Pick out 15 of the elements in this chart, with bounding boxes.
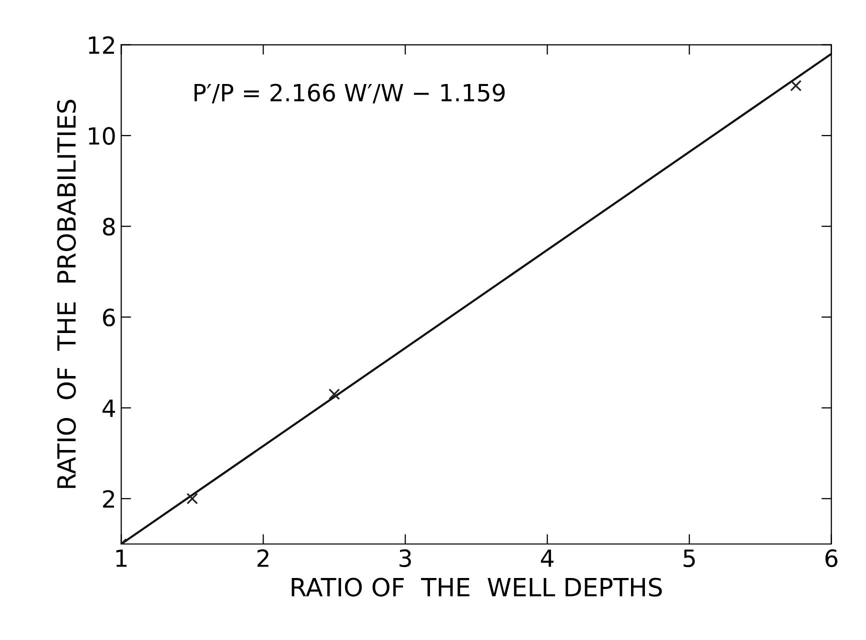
x-tick-label: 4	[540, 550, 554, 567]
x-tick-label: 1	[116, 550, 127, 567]
x-tick-label: 5	[684, 550, 695, 568]
x-tick-label: 6	[826, 549, 838, 568]
y-tick-label: 10	[88, 127, 115, 145]
x-tick-label: 2	[257, 549, 268, 567]
annotation: P′/P = 2.166 W′/W − 1.159	[194, 84, 505, 104]
y-tick-label: 2	[103, 490, 114, 508]
y-tick-label: 8	[102, 218, 115, 236]
y-tick-label: 12	[88, 36, 114, 54]
x-tick-label: 3	[400, 549, 411, 568]
y-axis-title: RATIO OF THE PROBABILITIES	[57, 100, 76, 488]
y-tick-label: 4	[102, 400, 116, 417]
y-tick-label: 6	[103, 308, 115, 326]
x-axis-title: RATIO OF THE WELL DEPTHS	[292, 578, 662, 597]
